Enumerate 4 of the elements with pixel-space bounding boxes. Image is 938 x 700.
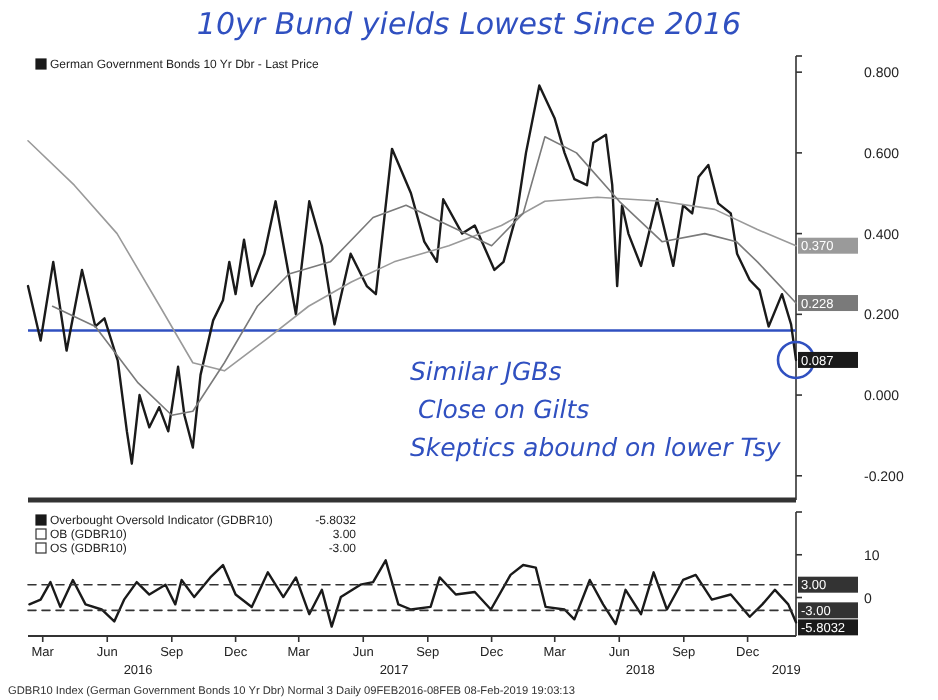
annotation: Close on Gilts bbox=[418, 394, 591, 424]
annotation: Similar JGBs bbox=[410, 356, 563, 386]
chart-title: 10yr Bund yields Lowest Since 2016 bbox=[196, 6, 742, 42]
annotation: Skeptics abound on lower Tsy bbox=[410, 432, 782, 462]
